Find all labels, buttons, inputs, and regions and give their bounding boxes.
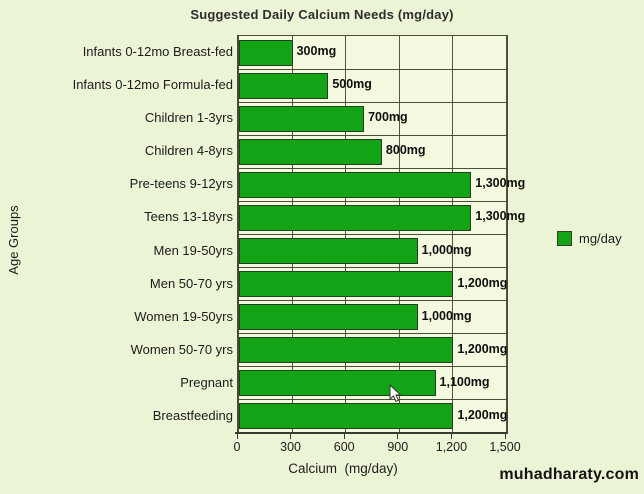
x-tick-label: 0 xyxy=(233,440,241,454)
row-separator xyxy=(239,300,507,302)
legend-swatch-icon xyxy=(557,231,572,246)
row-separator xyxy=(239,68,507,70)
x-tick-label: 900 xyxy=(387,440,409,454)
category-label: Men 50-70 yrs xyxy=(149,275,233,291)
x-tick-mark xyxy=(290,432,292,439)
category-label: Children 4-8yrs xyxy=(144,143,233,159)
x-tick-mark xyxy=(343,432,345,439)
bar xyxy=(239,138,382,165)
row-separator xyxy=(239,366,507,368)
bar-value-label: 1,300mg xyxy=(475,176,526,191)
x-tick-mark xyxy=(397,432,399,439)
bar xyxy=(239,171,472,198)
row-separator xyxy=(239,399,507,401)
plot-area xyxy=(237,35,508,434)
bar-value-label: 1,300mg xyxy=(475,209,526,224)
row-separator xyxy=(239,101,507,103)
category-label: Teens 13-18yrs xyxy=(144,209,233,225)
row-separator xyxy=(239,267,507,269)
x-tick-label: 300 xyxy=(280,440,302,454)
category-label: Women 19-50yrs xyxy=(134,308,233,324)
bar-value-label: 1,100mg xyxy=(439,374,490,389)
bar-value-label: 300mg xyxy=(296,44,337,58)
bar xyxy=(239,403,454,430)
mouse-cursor-icon xyxy=(389,384,402,403)
bar xyxy=(239,72,329,99)
bar-value-label: 700mg xyxy=(368,110,408,125)
x-tick-mark xyxy=(236,432,238,439)
bar-value-label: 1,200mg xyxy=(457,407,508,422)
bar xyxy=(239,271,454,298)
x-axis-line xyxy=(235,432,507,434)
bar xyxy=(239,39,293,66)
watermark: muhadharaty.com xyxy=(499,466,639,483)
category-label: Women 50-70 yrs xyxy=(130,341,233,357)
bar xyxy=(239,337,454,364)
category-label: Pre-teens 9-12yrs xyxy=(129,176,233,192)
bar-value-label: 800mg xyxy=(385,143,426,158)
category-label: Infants 0-12mo Formula-fed xyxy=(72,77,233,93)
bar-value-label: 1,000mg xyxy=(421,242,472,257)
x-tick-mark xyxy=(504,432,506,439)
bar xyxy=(239,370,436,397)
category-label: Infants 0-12mo Breast-fed xyxy=(82,44,233,59)
bar-value-label: 500mg xyxy=(332,77,372,92)
category-label: Pregnant xyxy=(180,374,233,390)
row-separator xyxy=(239,167,507,169)
x-tick-label: 1,500 xyxy=(489,440,521,454)
x-axis-title: Calcium (mg/day) xyxy=(288,461,398,476)
chart-title: Suggested Daily Calcium Needs (mg/day) xyxy=(190,7,454,22)
category-label: Breastfeeding xyxy=(152,407,233,423)
x-tick-mark xyxy=(450,432,452,439)
bar-value-label: 1,000mg xyxy=(421,308,472,323)
bar-value-label: 1,200mg xyxy=(457,275,508,290)
bar xyxy=(239,304,418,331)
row-separator xyxy=(239,200,507,202)
x-tick-label: 600 xyxy=(333,440,355,454)
row-separator xyxy=(239,234,507,235)
legend: mg/day xyxy=(557,231,622,246)
row-separator xyxy=(239,134,507,136)
bar-value-label: 1,200mg xyxy=(457,341,508,356)
category-label: Children 1-3yrs xyxy=(144,110,233,126)
legend-label: mg/day xyxy=(579,231,622,246)
bar xyxy=(239,105,365,132)
bar xyxy=(239,204,472,231)
bar xyxy=(239,238,418,265)
category-label: Men 19-50yrs xyxy=(153,242,233,258)
row-separator xyxy=(239,333,507,335)
x-tick-label: 1,200 xyxy=(435,440,468,454)
